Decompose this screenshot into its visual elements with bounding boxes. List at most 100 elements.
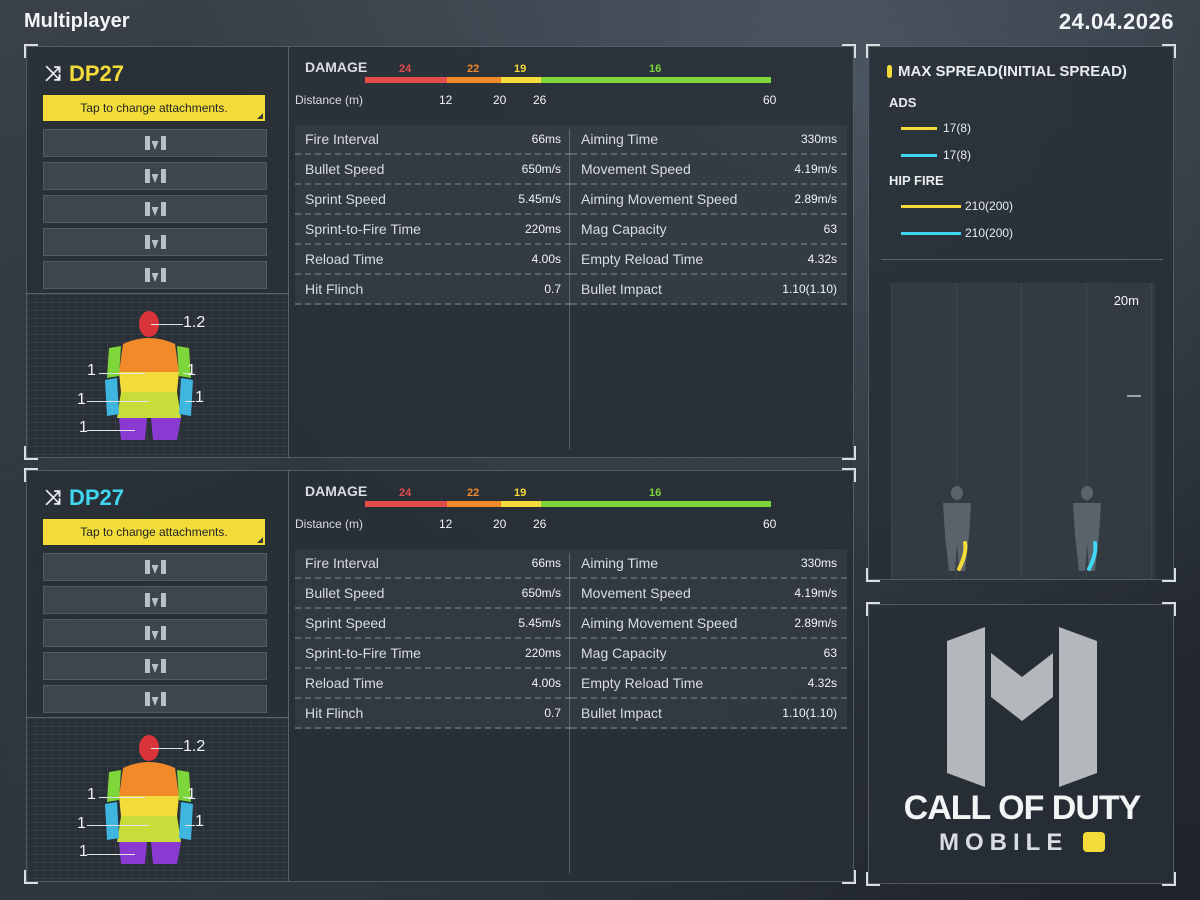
ads-value-weapon1: 17(8) [943, 121, 972, 135]
ads-value-weapon2: 17(8) [943, 148, 972, 162]
arm-multiplier: 1 [187, 786, 196, 803]
stat-value: 66ms [531, 556, 561, 570]
ads-line-weapon2 [901, 154, 937, 157]
weapon-stats-area: DAMAGE Distance (m) 24 22 19 16 12 20 26… [289, 47, 855, 457]
spread-title-text: MAX SPREAD(INITIAL SPREAD) [898, 63, 1127, 80]
stat-row: Aiming Time 330ms [571, 125, 847, 155]
distance-tick: 20 [493, 93, 507, 107]
stat-name: Aiming Time [581, 131, 659, 147]
weapon-switch-button[interactable]: ⤨ DP27 [45, 61, 124, 87]
stat-name: Bullet Impact [581, 705, 662, 721]
stat-row: Hit Flinch 0.7 [295, 275, 571, 305]
page-title: Multiplayer [24, 10, 130, 32]
attachment-slot[interactable] [43, 619, 267, 647]
stat-name: Movement Speed [581, 585, 691, 601]
stat-value: 0.7 [544, 282, 561, 296]
body-multiplier-figure [105, 311, 193, 440]
target-distance: 20m [1113, 293, 1139, 308]
slot-m-icon [144, 169, 166, 183]
stat-row: Sprint Speed 5.45m/s [295, 185, 571, 215]
damage-value: 24 [399, 63, 412, 75]
stat-name: Sprint Speed [305, 615, 386, 631]
change-attachments-button[interactable]: Tap to change attachments. [43, 519, 265, 545]
stat-name: Empty Reload Time [581, 251, 704, 267]
attachment-slot[interactable] [43, 228, 267, 256]
stat-name: Movement Speed [581, 161, 691, 177]
stat-name: Hit Flinch [305, 281, 364, 297]
stat-name: Bullet Speed [305, 585, 385, 601]
attachment-slot[interactable] [43, 261, 267, 289]
attachment-slot[interactable] [43, 685, 267, 713]
logo-subtitle: MOBILE [869, 829, 1175, 857]
damage-bar-segment [541, 501, 771, 507]
stat-value: 5.45m/s [518, 192, 561, 206]
column-divider [569, 129, 570, 449]
stat-row: Fire Interval 66ms [295, 549, 571, 579]
spread-simulation: 20m [891, 283, 1155, 579]
weapon-left-column: ⤨ DP27 Tap to change attachments. 1.2 [27, 47, 289, 459]
damage-label: DAMAGE [305, 59, 368, 75]
attachment-slot[interactable] [43, 553, 267, 581]
stat-value: 63 [823, 646, 837, 660]
attachment-slot[interactable] [43, 195, 267, 223]
hip-fire-label: HIP FIRE [889, 173, 944, 188]
stat-name: Reload Time [305, 675, 384, 691]
slot-m-icon [144, 202, 166, 216]
damage-bar-segment [447, 501, 501, 507]
stat-row: Sprint-to-Fire Time 220ms [295, 215, 571, 245]
damage-value: 16 [649, 487, 662, 499]
ads-line-weapon1 [901, 127, 937, 130]
stats-left-column: Fire Interval 66ms Bullet Speed 650m/s Spr… [295, 125, 571, 305]
slot-m-icon [144, 626, 166, 640]
shuffle-icon[interactable]: ⤨ [45, 62, 61, 85]
stat-name: Hit Flinch [305, 705, 364, 721]
date-label: 24.04.2026 [1058, 9, 1174, 34]
stat-name: Mag Capacity [581, 221, 667, 237]
hitbox-diagram: 1.2 1 1 1 1 1 [27, 293, 289, 459]
stat-row: Bullet Impact 1.10(1.10) [571, 699, 847, 729]
stat-name: Empty Reload Time [581, 675, 704, 691]
stat-name: Bullet Impact [581, 281, 662, 297]
stat-value: 4.00s [531, 252, 561, 266]
chest-multiplier: 1 [87, 786, 96, 803]
shuffle-icon[interactable]: ⤨ [45, 486, 61, 509]
stat-row: Mag Capacity 63 [571, 215, 847, 245]
weapon-left-column: ⤨ DP27 Tap to change attachments. 1.2 [27, 471, 289, 883]
forearm-multiplier: 1 [195, 389, 204, 406]
distance-tick: 20 [493, 517, 507, 531]
damage-bar-segment [501, 77, 541, 83]
stat-name: Mag Capacity [581, 645, 667, 661]
stat-row: Aiming Time 330ms [571, 549, 847, 579]
stat-row: Movement Speed 4.19m/s [571, 579, 847, 609]
stat-row: Movement Speed 4.19m/s [571, 155, 847, 185]
spread-title: MAX SPREAD(INITIAL SPREAD) [887, 63, 1127, 80]
stat-value: 4.19m/s [794, 586, 837, 600]
stat-value: 1.10(1.10) [782, 706, 837, 720]
attachment-slot[interactable] [43, 129, 267, 157]
hip-value-weapon1: 210(200) [965, 199, 1014, 213]
weapon-switch-button[interactable]: ⤨ DP27 [45, 485, 124, 511]
target-silhouette-2 [1073, 486, 1101, 571]
body-multiplier-figure [105, 735, 193, 864]
damage-bar-segment [365, 77, 447, 83]
damage-value: 16 [649, 63, 662, 75]
weapon-panel-2: ⤨ DP27 Tap to change attachments. 1.2 [24, 468, 856, 884]
stat-name: Reload Time [305, 251, 384, 267]
stat-row: Sprint Speed 5.45m/s [295, 609, 571, 639]
weapon-stats-area: DAMAGE Distance (m) 24 22 19 16 12 20 26… [289, 471, 855, 881]
change-attachments-button[interactable]: Tap to change attachments. [43, 95, 265, 121]
attachment-slot[interactable] [43, 586, 267, 614]
attachment-slot[interactable] [43, 652, 267, 680]
stat-value: 4.19m/s [794, 162, 837, 176]
stat-value: 650m/s [521, 162, 561, 176]
stat-value: 4.32s [807, 252, 837, 266]
arm-multiplier: 1 [187, 362, 196, 379]
stat-value: 66ms [531, 132, 561, 146]
damage-label: DAMAGE [305, 483, 368, 499]
distance-label: Distance (m) [295, 93, 364, 107]
head-multiplier: 1.2 [183, 738, 206, 755]
attachment-slot[interactable] [43, 162, 267, 190]
mobile-m-badge-icon [1083, 832, 1105, 852]
legs-multiplier: 1 [79, 843, 88, 860]
codm-m-logo [947, 627, 1097, 787]
